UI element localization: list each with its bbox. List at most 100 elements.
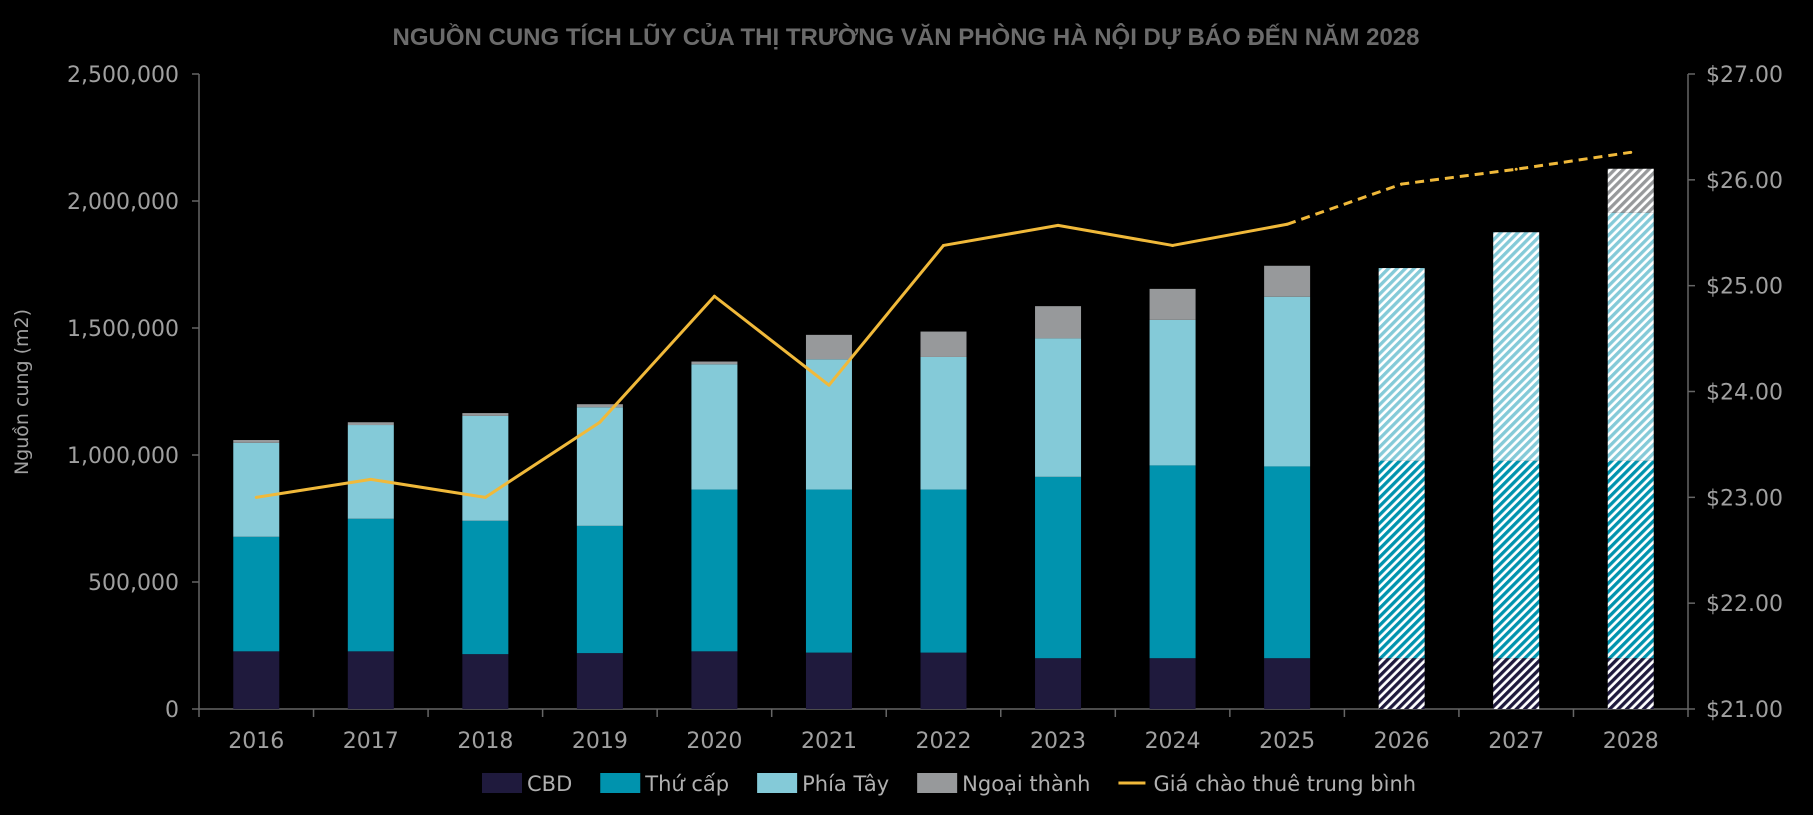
bar-ngoại-thành-2023 [1035, 306, 1082, 339]
legend-label: Giá chào thuê trung bình [1153, 772, 1416, 796]
bar-thứ-cấp-2023 [1035, 476, 1082, 659]
bar-cbd-2019 [576, 653, 623, 709]
axes: 0 500,000 1,000,000 1,500,000 2,000,000 2,500… [67, 63, 1783, 754]
x-tick-label: 2022 [916, 729, 972, 754]
bar-phía-tây-2024 [1149, 319, 1196, 466]
bar-phía-tây-2022 [920, 356, 967, 490]
bar-phía-tây-2026 [1378, 268, 1425, 461]
rent-point-2027 [1514, 167, 1518, 171]
bar-cbd-2018 [462, 654, 509, 709]
legend: CBD Thứ cấp Phía Tây Ngoại thành Giá chào th… [482, 772, 1416, 796]
bar-cbd-2026 [1378, 658, 1425, 709]
bar-cbd-2028 [1607, 658, 1654, 709]
bar-cbd-2020 [691, 651, 738, 709]
rent-line [254, 150, 1633, 499]
bar-cbd-2016 [233, 651, 280, 709]
rent-line-actual [256, 222, 1288, 499]
x-tick-label: 2023 [1030, 729, 1086, 754]
x-tick-label: 2024 [1145, 729, 1201, 754]
bar-thứ-cấp-2028 [1607, 460, 1654, 659]
bar-phía-tây-2018 [462, 415, 509, 521]
bar-ngoại-thành-2017 [347, 422, 394, 426]
bar-phía-tây-2028 [1607, 212, 1654, 461]
bar-thứ-cấp-2027 [1493, 460, 1540, 659]
rent-point-2023 [1056, 223, 1060, 227]
bar-thứ-cấp-2017 [347, 518, 394, 652]
y-axis-label: Nguồn cung (m2) [11, 309, 33, 475]
y2-tick-label: $27.00 [1706, 63, 1783, 88]
y2-tick-label: $24.00 [1706, 381, 1783, 406]
x-tick-label: 2018 [457, 729, 513, 754]
bar-thứ-cấp-2020 [691, 489, 738, 652]
rent-point-2025 [1285, 222, 1289, 226]
chart-title: NGUỒN CUNG TÍCH LŨY CỦA THỊ TRƯỜNG VĂN P… [392, 22, 1419, 51]
bar-ngoại-thành-2020 [691, 361, 738, 365]
x-tick-label: 2020 [686, 729, 742, 754]
rent-line-forecast [1286, 150, 1631, 226]
bar-thứ-cấp-2024 [1149, 465, 1196, 659]
rent-point-2016 [254, 495, 258, 499]
bar-cbd-2023 [1035, 658, 1082, 709]
bar-cbd-2027 [1493, 658, 1540, 709]
bar-phía-tây-2019 [576, 407, 623, 526]
x-tick-label: 2027 [1488, 729, 1544, 754]
y-tick-label: 1,000,000 [67, 444, 179, 469]
rent-point-2019 [598, 420, 602, 424]
bar-thứ-cấp-2026 [1378, 460, 1425, 659]
bar-cbd-2021 [805, 652, 852, 709]
bar-phía-tây-2027 [1493, 232, 1540, 461]
x-tick-label: 2026 [1374, 729, 1430, 754]
legend-swatch [600, 773, 641, 793]
y-tick-label: 1,500,000 [67, 317, 179, 342]
bars [233, 168, 1654, 709]
bar-cbd-2017 [347, 651, 394, 709]
rent-point-2018 [483, 495, 487, 499]
x-tick-label: 2025 [1259, 729, 1315, 754]
bar-ngoại-thành-2016 [233, 440, 280, 443]
bar-cbd-2025 [1264, 658, 1311, 709]
legend-label: CBD [527, 772, 572, 796]
bar-ngoại-thành-2019 [576, 404, 623, 408]
bar-ngoại-thành-2024 [1149, 288, 1196, 320]
legend-swatch [482, 773, 522, 793]
y-tick-label: 500,000 [88, 571, 179, 596]
bar-cbd-2022 [920, 652, 967, 709]
bar-ngoại-thành-2025 [1264, 265, 1311, 297]
y2-tick-label: $26.00 [1706, 169, 1783, 194]
bar-ngoại-thành-2028 [1607, 168, 1654, 213]
rent-point-2028 [1629, 150, 1633, 154]
y2-tick-label: $22.00 [1706, 592, 1783, 617]
rent-point-2026 [1400, 182, 1404, 186]
rent-point-2022 [942, 243, 945, 247]
y2-tick-label: $25.00 [1706, 275, 1783, 300]
legend-label: Phía Tây [802, 772, 889, 796]
bar-phía-tây-2020 [691, 364, 738, 490]
rent-point-2024 [1171, 243, 1175, 247]
bar-phía-tây-2016 [233, 442, 280, 537]
rent-point-2017 [369, 477, 373, 481]
bar-thứ-cấp-2021 [805, 489, 852, 653]
x-tick-label: 2017 [343, 729, 399, 754]
legend-label: Thứ cấp [644, 772, 729, 796]
bar-ngoại-thành-2022 [920, 331, 967, 357]
rent-point-2020 [712, 294, 716, 298]
bar-thứ-cấp-2022 [920, 489, 967, 653]
bar-phía-tây-2017 [347, 425, 394, 519]
y2-tick-label: $23.00 [1706, 486, 1783, 511]
x-tick-label: 2028 [1603, 729, 1659, 754]
bar-thứ-cấp-2018 [462, 520, 509, 655]
y-tick-label: 0 [165, 698, 179, 723]
legend-swatch [757, 773, 798, 793]
bar-thứ-cấp-2025 [1264, 466, 1311, 659]
x-tick-label: 2019 [572, 729, 628, 754]
legend-swatch [917, 773, 958, 793]
y-tick-label: 2,500,000 [67, 63, 179, 88]
bar-ngoại-thành-2021 [805, 334, 852, 360]
x-tick-label: 2021 [801, 729, 857, 754]
bar-cbd-2024 [1149, 658, 1196, 709]
y2-tick-label: $21.00 [1706, 698, 1783, 723]
bar-phía-tây-2021 [805, 359, 852, 490]
bar-ngoại-thành-2018 [462, 413, 509, 416]
rent-point-2021 [827, 383, 831, 387]
